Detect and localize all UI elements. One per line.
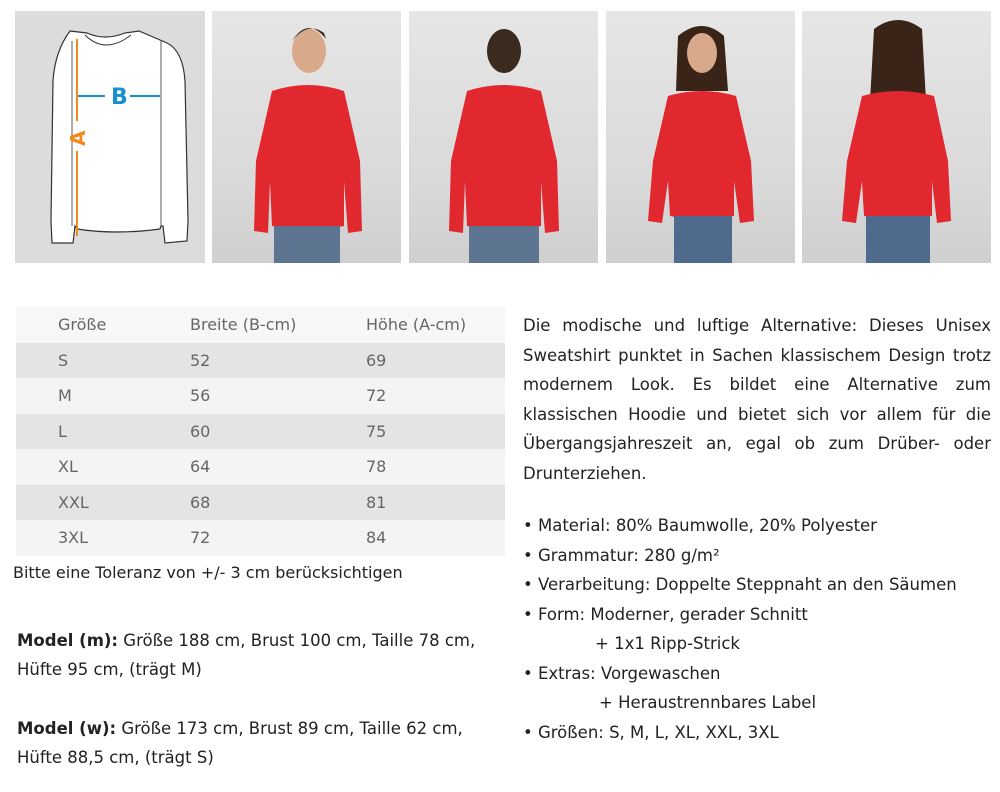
feature-form: • Form: Moderner, gerader Schnitt [523,604,808,624]
feature-extras-sub: + Heraustrennbares Label [599,693,817,712]
feature-form-sub: + 1x1 Ripp-Strick [595,634,740,653]
feature-list: • Material: 80% Baumwolle, 20% Polyester… [523,511,957,747]
cell-width: 72 [190,528,211,548]
model-female-info: Model (w): Größe 173 cm, Brust 89 cm, Ta… [17,714,497,772]
cell-width: 60 [190,421,211,441]
sweatshirt-outline-icon: B A [50,30,189,244]
photo-woman-back [802,11,991,263]
cell-width: 52 [190,350,211,370]
cell-size: XL [58,457,78,477]
photo-man-front [212,11,401,263]
feature-extras: • Extras: Vorgewaschen [523,663,721,683]
feature-processing: • Verarbeitung: Doppelte Steppnaht an de… [523,575,957,594]
model-male-label: Model (m): [17,631,119,650]
photo-man-back [409,11,598,263]
table-row: XL 64 78 [16,449,505,485]
header-size: Größe [58,315,107,335]
photo-woman-front [606,11,795,263]
table-row: XXL 68 81 [16,484,505,520]
cell-size: L [58,421,67,441]
cell-height: 81 [366,492,387,512]
cell-size: S [58,350,69,370]
model-male-info: Model (m): Größe 188 cm, Brust 100 cm, T… [17,626,497,684]
cell-height: 69 [366,350,387,370]
cell-width: 64 [190,457,211,477]
table-row: M 56 72 [16,378,505,414]
header-height: Höhe (A-cm) [366,315,467,335]
cell-size: XXL [58,492,89,512]
label-a: A [66,130,90,146]
model-male-text: Größe 188 cm, Brust 100 cm, Taille 78 cm… [123,631,476,650]
cell-width: 68 [190,492,211,512]
product-description: Die modische und luftige Alternative: Di… [523,316,991,483]
model-female-text: Größe 173 cm, Brust 89 cm, Taille 62 cm, [121,719,463,738]
table-row: S 52 69 [16,342,505,378]
size-table: Größe Breite (B-cm) Höhe (A-cm) S 52 69 M 5… [16,307,505,556]
cell-height: 84 [366,528,387,548]
model-female-text2: Hüfte 88,5 cm, (trägt S) [17,748,214,767]
cell-height: 78 [366,457,387,477]
model-male-text2: Hüfte 95 cm, (trägt M) [17,660,202,679]
cell-height: 72 [366,386,387,406]
model-female-label: Model (w): [17,719,117,738]
size-diagram: B A [15,11,205,263]
cell-width: 56 [190,386,211,406]
cell-size: 3XL [58,528,89,548]
feature-weight: • Grammatur: 280 g/m² [523,545,720,565]
cell-height: 75 [366,421,387,441]
feature-material: • Material: 80% Baumwolle, 20% Polyester [523,516,877,535]
table-row: L 60 75 [16,413,505,449]
label-b: B [111,85,128,110]
header-width: Breite (B-cm) [190,315,297,335]
tolerance-note: Bitte eine Toleranz von +/- 3 cm berücks… [13,563,403,582]
table-header: Größe Breite (B-cm) Höhe (A-cm) [16,307,505,343]
cell-size: M [58,386,72,406]
feature-sizes: • Größen: S, M, L, XL, XXL, 3XL [523,722,779,742]
table-row: 3XL 72 84 [16,520,505,556]
